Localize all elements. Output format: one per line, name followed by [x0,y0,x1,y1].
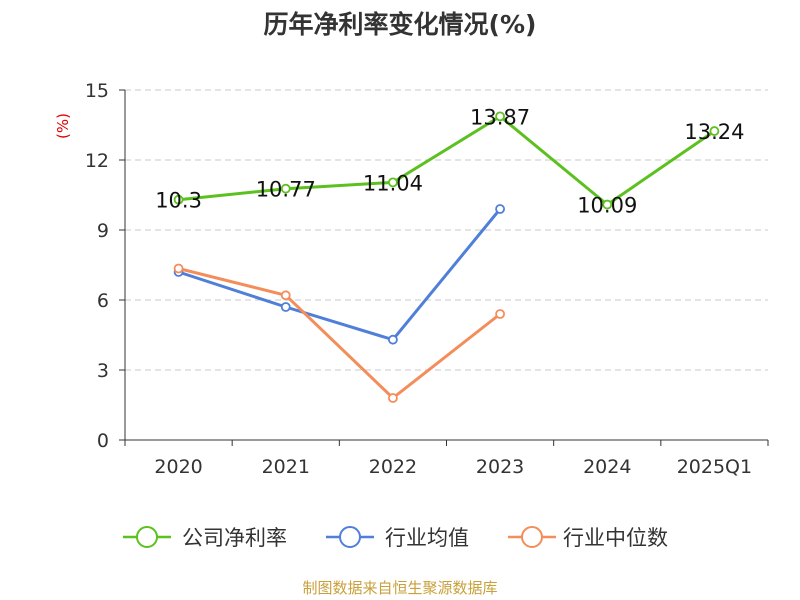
legend-swatch-marker [521,526,543,548]
x-tick-labels: 2020 2021 2022 2023 2024 2025Q1 [154,456,752,478]
data-point [280,183,291,194]
x-tick-label: 2024 [583,456,631,478]
y-tick-label: 9 [97,220,109,242]
grid-lines [125,89,768,371]
series-line [178,267,502,400]
data-point [709,126,720,136]
data-label: 10.09 [577,194,637,218]
y-tick-label: 0 [97,430,109,452]
series-line [178,208,502,342]
data-point [388,334,398,345]
y-axis-unit: (%) [54,113,72,139]
x-tick-label: 2023 [476,456,524,478]
y-tick-label: 15 [85,80,109,102]
legend-swatch-marker [136,526,158,548]
data-label: 10.77 [256,178,316,202]
data-point [173,194,184,205]
data-point [280,302,291,312]
data-label: 11.04 [363,171,423,195]
source-note: 制图数据来自恒生聚源数据库 [302,579,497,597]
axes [119,89,769,446]
data-point [495,111,505,122]
data-point [388,177,398,188]
chart-title: 历年净利率变化情况(%) [264,10,537,39]
legend-label: 行业中位数 [563,526,668,550]
y-tick-label: 12 [85,150,109,172]
data-label: 13.87 [470,105,530,129]
y-tick-labels: 0 3 6 9 12 15 [85,80,109,452]
data-labels: 10.3 10.77 11.04 13.87 10.09 13.24 [155,105,744,217]
y-tick-label: 3 [97,360,109,382]
series-line [178,114,716,207]
data-point [495,309,505,319]
data-label: 10.3 [155,189,202,213]
legend-label: 公司净利率 [182,526,287,550]
y-tick-label: 6 [97,290,109,312]
legend-label: 行业均值 [385,526,469,550]
data-point [280,290,291,301]
data-point [173,263,184,274]
data-label: 13.24 [684,120,744,144]
x-tick-label: 2021 [262,456,310,478]
data-point [388,393,398,403]
data-point [602,199,613,210]
legend: 公司净利率 行业均值 行业中位数 [123,526,668,550]
x-tick-label: 2022 [369,456,417,478]
x-tick-label: 2025Q1 [677,456,752,478]
series-lines [173,111,720,403]
legend-swatch-marker [339,526,361,548]
x-tick-label: 2020 [154,456,202,478]
data-point [495,204,505,214]
